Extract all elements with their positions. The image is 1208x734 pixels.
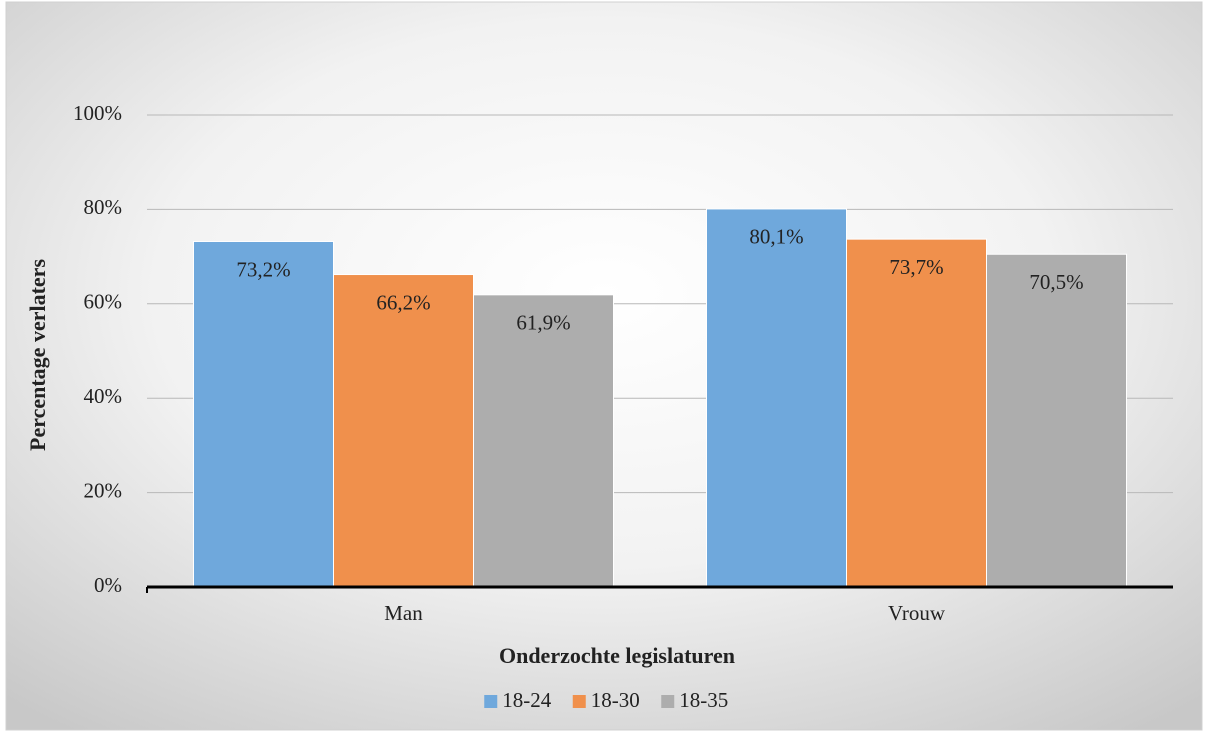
- bar: [986, 253, 1127, 588]
- legend-label: 18-35: [679, 688, 728, 712]
- data-label: 61,9%: [516, 311, 570, 335]
- y-tick-label: 60%: [84, 290, 123, 314]
- y-axis-title: Percentage verlaters: [25, 259, 50, 451]
- data-label: 73,2%: [236, 257, 290, 281]
- y-tick-label: 100%: [73, 101, 122, 125]
- y-tick-label: 0%: [94, 573, 122, 597]
- y-tick-label: 40%: [84, 384, 123, 408]
- legend-swatch: [484, 695, 498, 708]
- data-label: 70,5%: [1029, 270, 1083, 294]
- bar: [193, 240, 334, 588]
- legend-swatch: [661, 695, 675, 708]
- y-tick-label: 80%: [84, 195, 123, 219]
- bar: [706, 208, 847, 588]
- data-label: 73,7%: [889, 255, 943, 279]
- bar: [333, 274, 474, 588]
- x-tick-label: Man: [384, 601, 423, 625]
- data-label: 66,2%: [376, 290, 430, 314]
- data-label: 80,1%: [749, 225, 803, 249]
- bar: [473, 294, 614, 588]
- legend-swatch: [572, 695, 586, 708]
- bar: [846, 238, 987, 588]
- legend-label: 18-30: [591, 688, 640, 712]
- legend-label: 18-24: [502, 688, 551, 712]
- x-tick-label: Vrouw: [888, 601, 946, 625]
- x-axis-title: Onderzochte legislaturen: [499, 643, 735, 668]
- y-tick-label: 20%: [84, 478, 123, 502]
